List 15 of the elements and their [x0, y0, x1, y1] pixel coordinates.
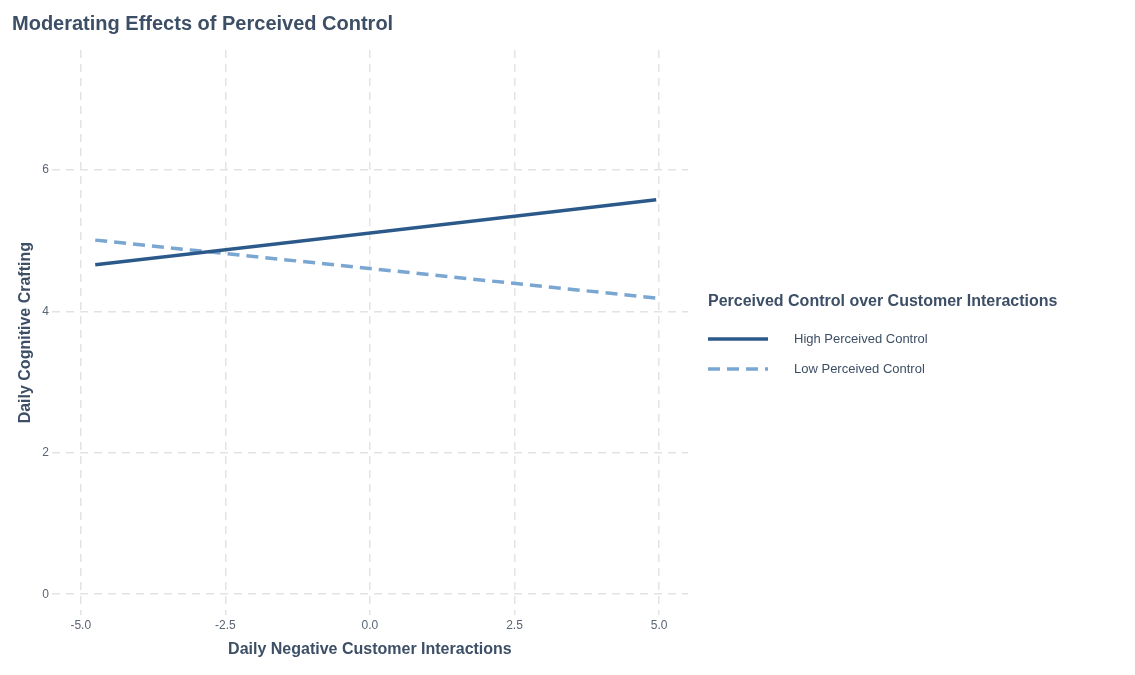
- x-tick-label: -2.5: [215, 617, 237, 632]
- x-tick-label: -5.0: [70, 617, 92, 632]
- y-tick-label: 6: [42, 162, 50, 177]
- y-tick-label: 0: [42, 586, 50, 601]
- legend-title: Perceived Control over Customer Interactions: [708, 291, 1058, 310]
- x-axis-title: Daily Negative Customer Interactions: [228, 639, 512, 657]
- x-tick-label: 0.0: [361, 617, 379, 632]
- x-tick-label: 2.5: [506, 617, 524, 632]
- x-tick-label: 5.0: [650, 617, 668, 632]
- y-tick-label: 4: [42, 303, 50, 318]
- legend-label: High Perceived Control: [794, 331, 928, 346]
- y-tick-label: 2: [42, 445, 50, 460]
- chart-title: Moderating Effects of Perceived Control: [12, 11, 394, 34]
- y-axis-title: Daily Cognitive Crafting: [16, 242, 34, 424]
- legend-label: Low Perceived Control: [794, 361, 925, 376]
